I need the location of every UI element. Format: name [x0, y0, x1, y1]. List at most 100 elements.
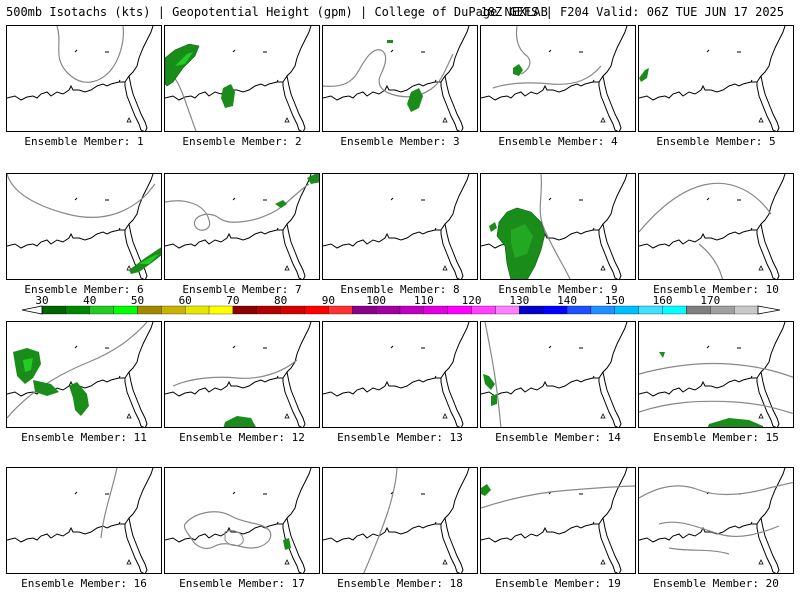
- colorbar-label: 30: [35, 296, 48, 307]
- lake-okeechobee-outline: [126, 559, 132, 565]
- colorbar-swatch: [519, 305, 544, 315]
- map-header: 500mb Isotachs (kts) | Geopotential Heig…: [0, 0, 800, 22]
- ensemble-member-label: Ensemble Member: 9: [498, 283, 618, 296]
- ensemble-panel-9: [480, 173, 636, 280]
- lake-outline: [434, 375, 437, 379]
- ensemble-panel-1: [6, 25, 162, 132]
- colorbar-label: 130: [509, 296, 529, 307]
- ensemble-panel-12: [164, 321, 320, 428]
- ensemble-panel-8: [322, 173, 478, 280]
- colorbar-label: 70: [226, 296, 239, 307]
- map-title: 500mb Isotachs (kts) | Geopotential Heig…: [6, 5, 548, 19]
- lake-okeechobee-outline: [126, 117, 132, 123]
- colorbar-right-arrow: [757, 305, 781, 315]
- ensemble-panel-2: [164, 25, 320, 132]
- colorbar-swatch: [543, 305, 568, 315]
- colorbar-swatch: [710, 305, 735, 315]
- colorbar-swatch: [113, 305, 138, 315]
- lake-okeechobee-outline: [126, 413, 132, 419]
- lake-outline: [232, 197, 236, 201]
- ensemble-member-label: Ensemble Member: 8: [340, 283, 460, 296]
- lake-okeechobee-outline: [600, 559, 606, 565]
- lake-okeechobee-outline: [284, 265, 290, 271]
- colorbar-swatch: [65, 305, 90, 315]
- ensemble-member-label: Ensemble Member: 14: [495, 431, 621, 444]
- colorbar-swatch: [423, 305, 448, 315]
- colorbar-label: 160: [653, 296, 673, 307]
- ensemble-member-label: Ensemble Member: 4: [498, 135, 618, 148]
- lake-okeechobee-outline: [442, 265, 448, 271]
- ensemble-panel-13: [322, 321, 478, 428]
- colorbar-swatch: [447, 305, 472, 315]
- lake-okeechobee-outline: [442, 559, 448, 565]
- lake-okeechobee-outline: [442, 413, 448, 419]
- coastline: [323, 468, 470, 573]
- lake-okeechobee-outline: [600, 413, 606, 419]
- lake-outline: [592, 79, 595, 83]
- colorbar-label: 50: [131, 296, 144, 307]
- colorbar-swatch: [89, 305, 114, 315]
- colorbar-swatch: [280, 305, 305, 315]
- ensemble-member-label: Ensemble Member: 3: [340, 135, 460, 148]
- lake-outline: [232, 49, 236, 53]
- ensemble-member-label: Ensemble Member: 19: [495, 577, 621, 590]
- lake-outline: [592, 227, 595, 231]
- colorbar-label: 170: [700, 296, 720, 307]
- colorbar-swatch: [375, 305, 401, 315]
- coastline: [7, 174, 154, 279]
- lake-outline: [118, 227, 121, 231]
- lake-outline: [548, 197, 552, 201]
- colorbar-swatch: [566, 305, 592, 315]
- isotach-colorbar: 30 40 50 60 70 80 90 100 110 120 130 140 150 160 170: [21, 296, 781, 315]
- ensemble-member-label: Ensemble Member: 10: [653, 283, 779, 296]
- lake-outline: [434, 79, 437, 83]
- lake-okeechobee-outline: [600, 265, 606, 271]
- colorbar-swatch: [232, 305, 257, 315]
- lake-outline: [592, 375, 595, 379]
- ensemble-panel-7: [164, 173, 320, 280]
- coastline: [165, 322, 312, 427]
- ensemble-member-label: Ensemble Member: 12: [179, 431, 305, 444]
- lake-outline: [118, 79, 121, 83]
- ensemble-member-label: Ensemble Member: 16: [21, 577, 147, 590]
- colorbar-label: 140: [557, 296, 577, 307]
- colorbar-swatch: [304, 305, 329, 315]
- lake-outline: [706, 49, 710, 53]
- ensemble-panel-15: [638, 321, 794, 428]
- lake-outline: [750, 375, 753, 379]
- lake-outline: [750, 521, 753, 525]
- ensemble-member-label: Ensemble Member: 15: [653, 431, 779, 444]
- colorbar-label: 150: [605, 296, 625, 307]
- colorbar-swatch: [471, 305, 496, 315]
- coastline: [481, 468, 628, 573]
- ensemble-member-label: Ensemble Member: 7: [182, 283, 302, 296]
- lake-outline: [750, 79, 753, 83]
- coastline: [165, 468, 312, 573]
- lake-outline: [592, 521, 595, 525]
- coastline: [639, 174, 786, 279]
- lake-outline: [74, 197, 78, 201]
- ensemble-member-label: Ensemble Member: 6: [24, 283, 144, 296]
- colorbar-label: 40: [83, 296, 96, 307]
- colorbar-left-arrow: [21, 305, 43, 315]
- lake-outline: [74, 49, 78, 53]
- lake-outline: [434, 227, 437, 231]
- ensemble-member-label: Ensemble Member: 18: [337, 577, 463, 590]
- lake-okeechobee-outline: [284, 117, 290, 123]
- coastline: [323, 322, 470, 427]
- ensemble-member-label: Ensemble Member: 2: [182, 135, 302, 148]
- colorbar-swatch: [662, 305, 687, 315]
- lake-outline: [548, 345, 552, 349]
- lake-outline: [118, 375, 121, 379]
- colorbar-label: 100: [366, 296, 386, 307]
- coastline: [7, 322, 154, 427]
- model-run-info: 18Z GEFS | F204 Valid: 06Z TUE JUN 17 20…: [480, 5, 784, 19]
- ensemble-panel-10: [638, 173, 794, 280]
- lake-okeechobee-outline: [758, 413, 764, 419]
- colorbar-swatch: [41, 305, 67, 315]
- ensemble-member-label: Ensemble Member: 5: [656, 135, 776, 148]
- lake-outline: [232, 491, 236, 495]
- colorbar-swatch: [256, 305, 281, 315]
- lake-outline: [74, 345, 78, 349]
- lake-outline: [276, 375, 279, 379]
